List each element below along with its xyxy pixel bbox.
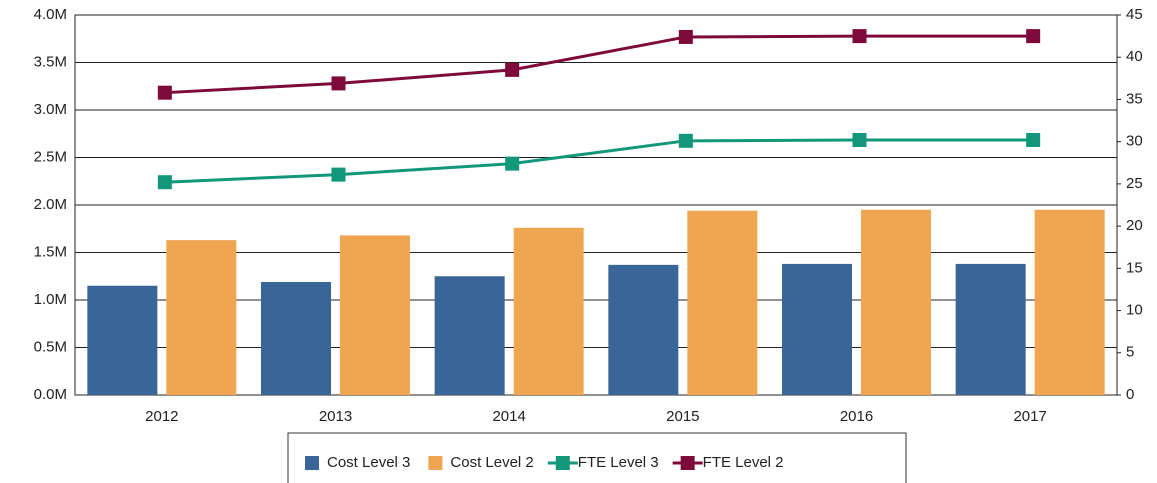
- marker: [505, 62, 520, 77]
- y2-tick-label: 10: [1126, 302, 1143, 319]
- bar: [87, 285, 158, 395]
- y2-tick-label: 40: [1126, 48, 1143, 65]
- legend-swatch: [305, 456, 319, 470]
- legend-label: FTE Level 2: [703, 454, 784, 471]
- x-tick-label: 2013: [319, 408, 352, 425]
- legend-label: Cost Level 3: [327, 454, 410, 471]
- y-tick-label: 3.5M: [34, 53, 67, 70]
- marker: [331, 76, 346, 91]
- y2-tick-label: 25: [1126, 175, 1143, 192]
- bar: [861, 209, 931, 395]
- y-tick-label: 3.0M: [34, 101, 67, 118]
- marker: [505, 156, 520, 171]
- y-tick-label: 2.0M: [34, 196, 67, 213]
- bar: [955, 263, 1026, 395]
- y2-tick-label: 5: [1126, 344, 1134, 361]
- bar: [1034, 209, 1105, 395]
- x-tick-label: 2017: [1013, 408, 1046, 425]
- legend-label: Cost Level 2: [450, 454, 533, 471]
- bar: [782, 263, 852, 395]
- marker: [157, 85, 172, 100]
- marker: [331, 167, 346, 182]
- marker: [852, 132, 867, 147]
- plot-frame: [74, 14, 1118, 396]
- marker: [157, 175, 172, 190]
- bar: [513, 227, 584, 395]
- marker: [1026, 29, 1041, 44]
- y-tick-label: 2.5M: [34, 148, 67, 165]
- bar: [166, 240, 237, 395]
- y2-tick-label: 20: [1126, 217, 1143, 234]
- y-tick-label: 0.5M: [34, 338, 67, 355]
- y2-tick-label: 30: [1126, 133, 1143, 150]
- line: [164, 138, 1034, 184]
- x-tick-label: 2012: [145, 408, 178, 425]
- bar: [608, 264, 679, 395]
- legend-swatch: [428, 456, 443, 470]
- marker: [1026, 132, 1041, 147]
- marker: [852, 29, 867, 44]
- marker: [678, 133, 693, 148]
- y-tick-label: 1.0M: [34, 291, 67, 308]
- legend-label: FTE Level 3: [578, 454, 659, 471]
- y2-tick-label: 15: [1126, 259, 1143, 276]
- y2-tick-label: 0: [1126, 386, 1134, 403]
- x-tick-label: 2014: [492, 408, 525, 425]
- y2-tick-label: 35: [1126, 90, 1143, 107]
- y2-tick-label: 45: [1126, 6, 1143, 23]
- x-tick-label: 2015: [666, 408, 699, 425]
- bar: [434, 276, 505, 395]
- y-tick-label: 4.0M: [34, 6, 67, 23]
- bar: [340, 235, 410, 395]
- bar: [261, 281, 331, 395]
- x-tick-label: 2016: [840, 408, 873, 425]
- legend-swatch-marker: [680, 456, 695, 470]
- legend-swatch-marker: [555, 456, 570, 470]
- bar: [687, 210, 758, 395]
- y-tick-label: 1.5M: [34, 243, 67, 260]
- marker: [678, 29, 693, 44]
- legend-box: [287, 432, 907, 483]
- y-tick-label: 0.0M: [34, 386, 67, 403]
- line: [164, 34, 1034, 95]
